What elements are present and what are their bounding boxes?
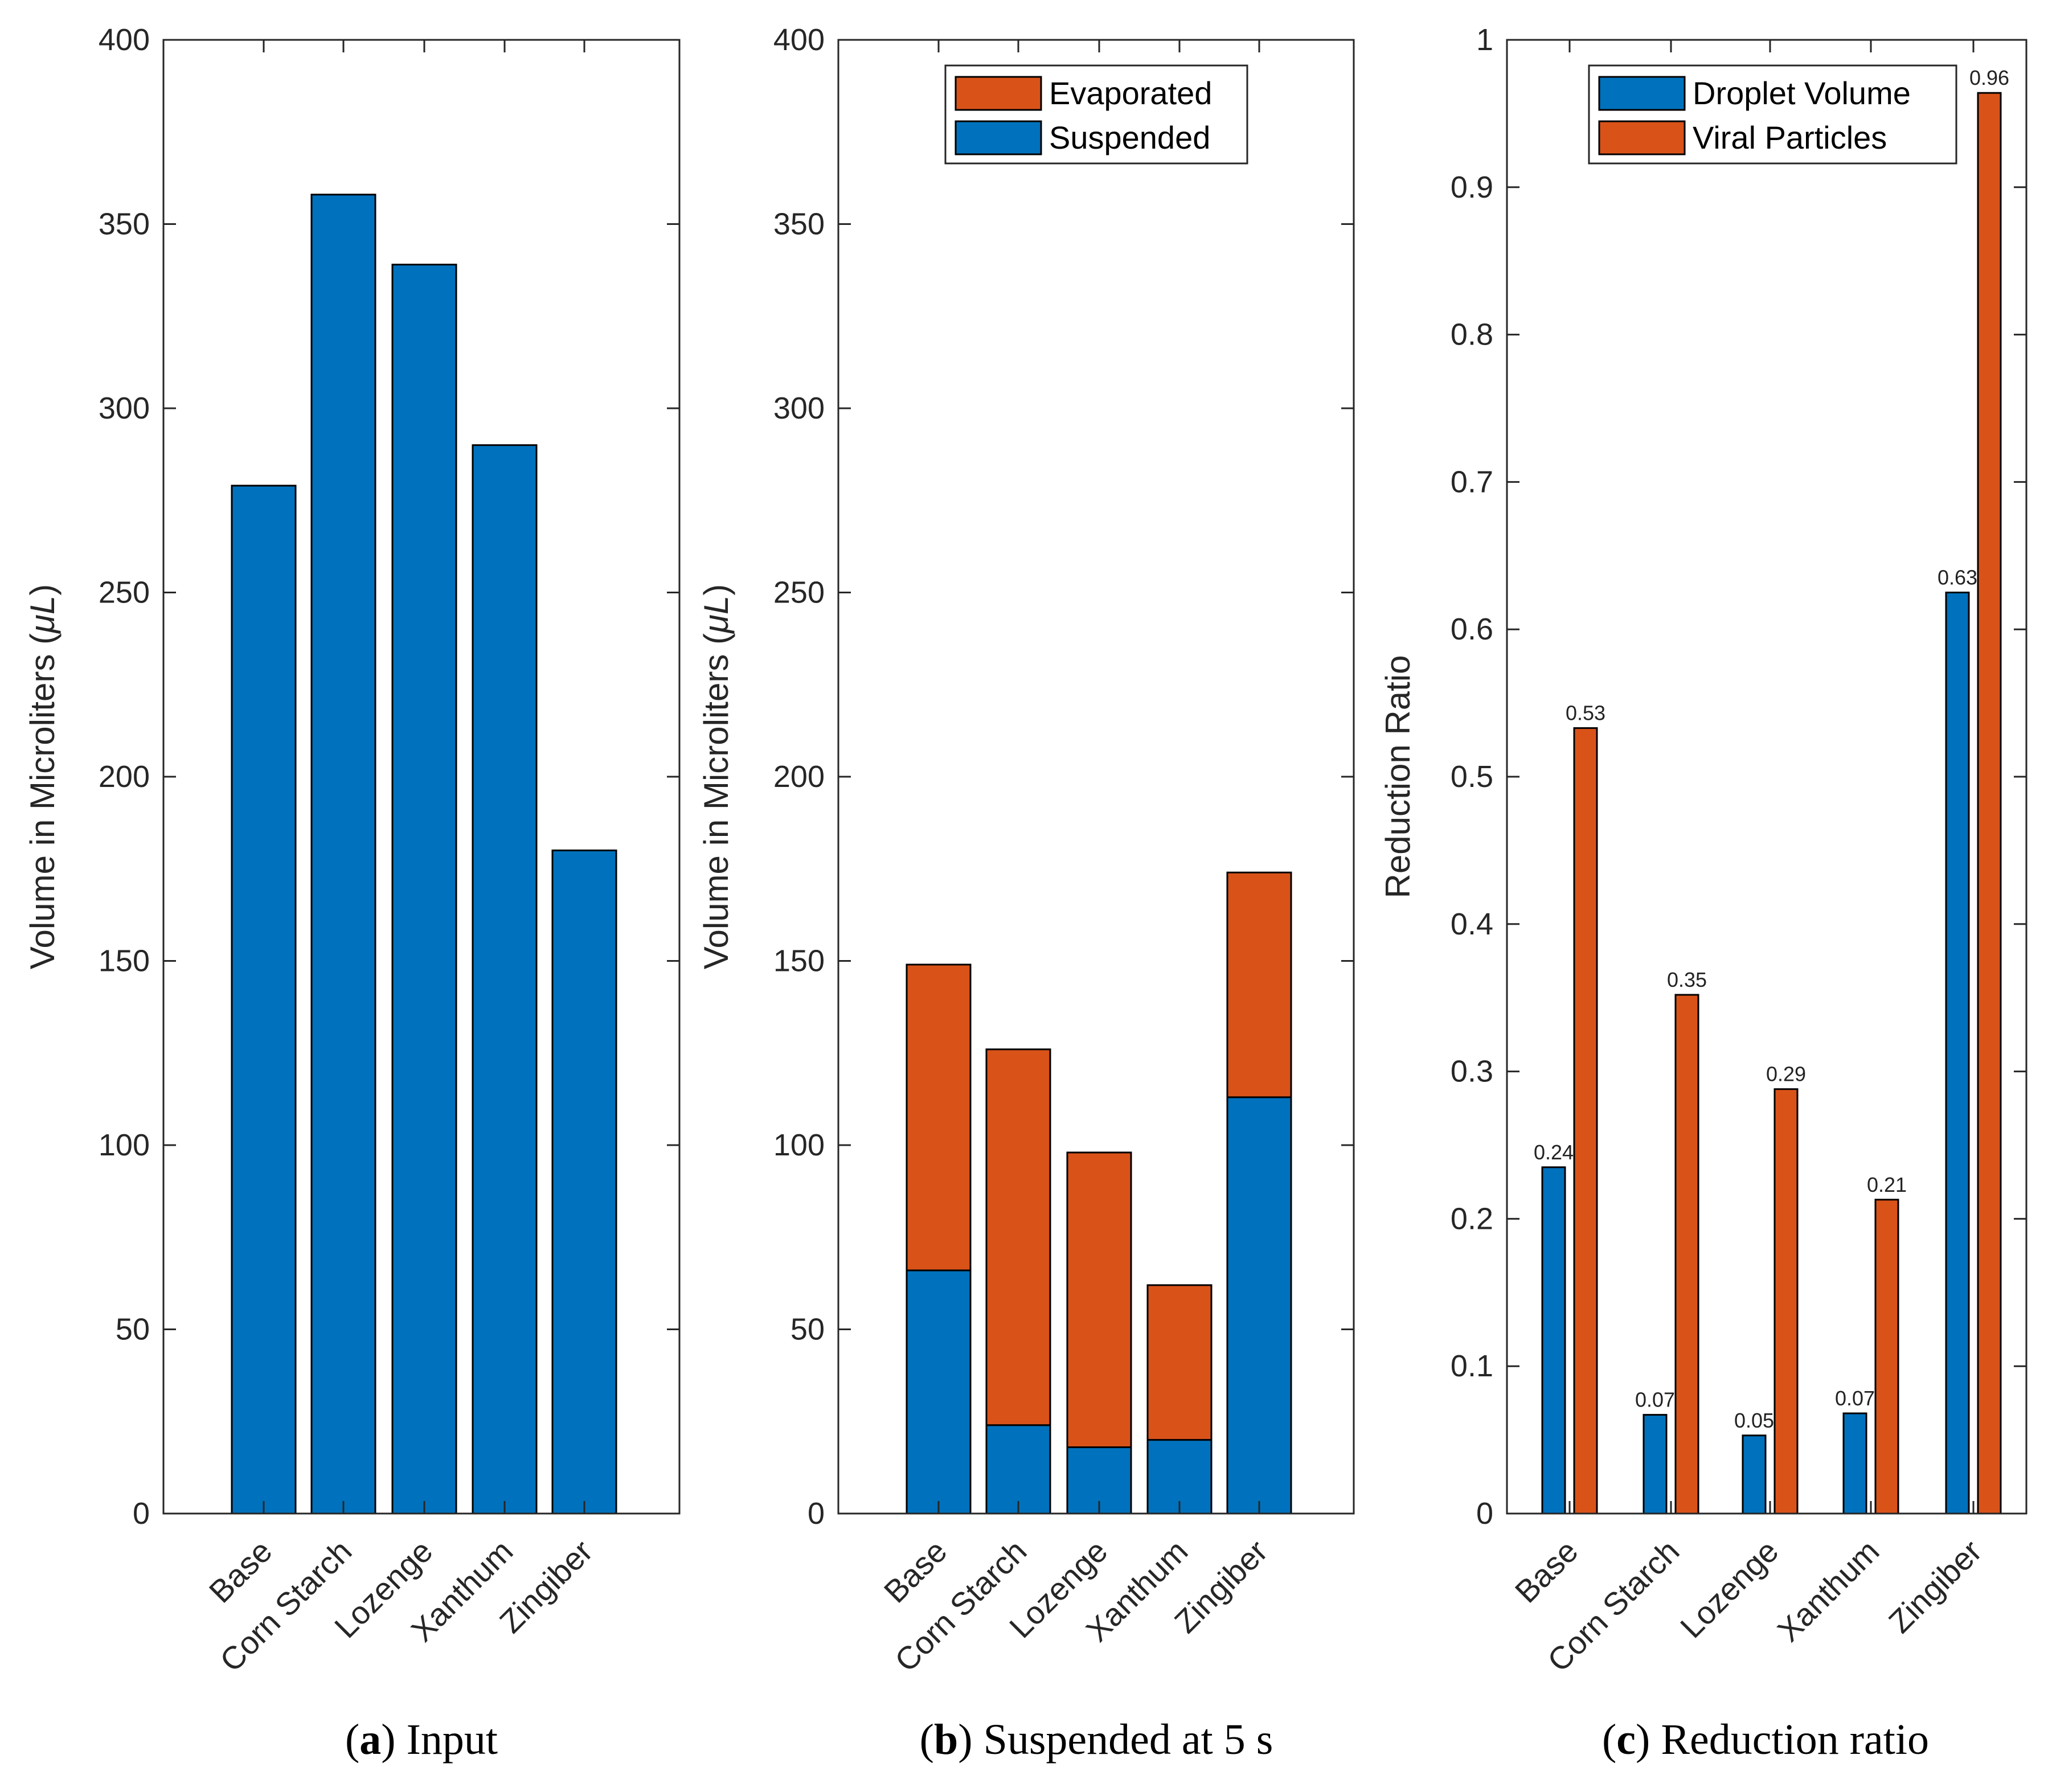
y-tick-label: 200: [773, 760, 825, 794]
x-tick-label: Zingiber: [1882, 1533, 1989, 1640]
caption-letter: b: [934, 1716, 958, 1764]
legend-swatch-droplet-volume: [1598, 76, 1686, 111]
bar-suspended-zingiber: [1226, 1096, 1292, 1515]
y-tick-label: 250: [773, 576, 825, 610]
bar-zingiber: [551, 849, 617, 1515]
caption: (c) Reduction ratio: [1602, 1716, 1929, 1764]
y-axis-label: Volume in Microliters (μL): [23, 584, 62, 969]
y-tick-label: 250: [99, 576, 150, 610]
bar-lozenge: [391, 264, 457, 1515]
bar-droplet-volume-base: [1541, 1166, 1566, 1515]
y-axis-label: Volume in Microliters (μL): [697, 584, 735, 969]
y-tick-label: 350: [99, 207, 150, 241]
y-tick-label: 50: [790, 1313, 825, 1347]
y-axis-unit: μL: [697, 596, 735, 634]
legend-label: Suspended: [1049, 120, 1210, 155]
data-label: 0.96: [1969, 66, 2009, 89]
bar-droplet-volume-lozenge: [1742, 1434, 1767, 1515]
legend-label: Droplet Volume: [1693, 75, 1911, 111]
x-tick-label: Xanthum: [1770, 1533, 1886, 1649]
y-tick-label: 50: [116, 1313, 150, 1347]
legend-label: Evaporated: [1049, 75, 1212, 111]
y-tick-label: 200: [99, 760, 150, 794]
bar-xanthum: [472, 444, 538, 1515]
legend-swatch-suspended: [955, 120, 1042, 155]
data-label: 0.53: [1566, 702, 1605, 725]
legend: Evaporated Suspended: [944, 64, 1248, 165]
caption: (a) Input: [345, 1716, 498, 1764]
y-tick-label: 0.1: [1451, 1349, 1493, 1383]
caption-letter: a: [359, 1716, 381, 1764]
legend: Droplet Volume Viral Particles: [1588, 64, 1957, 165]
y-tick-label: 1: [1476, 23, 1493, 57]
y-tick-label: 0.6: [1451, 612, 1493, 646]
bar-viral-particles-base: [1573, 727, 1598, 1515]
data-label: 0.07: [1835, 1387, 1875, 1410]
y-tick-label: 100: [99, 1128, 150, 1162]
legend-label: Viral Particles: [1693, 120, 1887, 155]
x-tick-label: Lozenge: [1673, 1533, 1785, 1645]
bar-droplet-volume-corn-starch: [1643, 1414, 1668, 1515]
bar-droplet-volume-zingiber: [1945, 592, 1970, 1515]
y-tick-label: 0.8: [1451, 318, 1493, 352]
data-label: 0.07: [1635, 1388, 1675, 1412]
y-tick-label: 400: [99, 23, 150, 57]
data-label: 0.35: [1667, 968, 1707, 991]
data-label: 0.63: [1938, 566, 1977, 589]
bar-droplet-volume-xanthum: [1842, 1412, 1867, 1515]
y-axis-label: Reduction Ratio: [1379, 655, 1417, 899]
y-tick-label: 100: [773, 1128, 825, 1162]
bar-evaporated-zingiber: [1226, 871, 1292, 1098]
bar-viral-particles-xanthum: [1874, 1199, 1899, 1515]
chart-panel-3: 0.240.530.070.350.050.290.070.210.630.96…: [1379, 23, 2027, 1764]
bar-evaporated-corn-starch: [985, 1048, 1051, 1426]
y-tick-label: 0.3: [1451, 1055, 1493, 1089]
y-tick-label: 0.2: [1451, 1201, 1493, 1236]
data-label: 0.24: [1534, 1141, 1574, 1164]
data-label: 0.21: [1867, 1173, 1907, 1196]
y-tick-label: 150: [99, 944, 150, 978]
x-tick-label: Base: [1508, 1533, 1585, 1610]
bar-base: [231, 485, 297, 1515]
bar-corn-starch: [310, 194, 376, 1515]
caption-letter: c: [1616, 1716, 1636, 1764]
y-tick-label: 350: [773, 207, 825, 241]
y-tick-label: 0: [1476, 1496, 1493, 1531]
legend-swatch-viral-particles: [1598, 120, 1686, 155]
bar-suspended-base: [906, 1269, 972, 1515]
bar-evaporated-lozenge: [1066, 1151, 1132, 1449]
y-tick-label: 0: [133, 1496, 150, 1531]
caption: (b) Suspended at 5 s: [920, 1716, 1273, 1764]
y-axis-unit: μL: [23, 596, 62, 634]
y-tick-label: 0.9: [1451, 170, 1493, 204]
bar-evaporated-xanthum: [1146, 1284, 1213, 1441]
bar-evaporated-base: [906, 963, 972, 1272]
y-tick-label: 0: [808, 1496, 825, 1531]
y-tick-label: 0.7: [1451, 465, 1493, 499]
bar-suspended-corn-starch: [985, 1424, 1051, 1515]
y-tick-label: 300: [773, 391, 825, 425]
data-label: 0.05: [1734, 1409, 1774, 1432]
legend-swatch-evaporated: [955, 76, 1042, 111]
bar-viral-particles-zingiber: [1977, 92, 2002, 1515]
y-tick-label: 150: [773, 944, 825, 978]
bar-viral-particles-corn-starch: [1674, 994, 1699, 1515]
data-label: 0.29: [1766, 1063, 1806, 1086]
y-tick-label: 0.4: [1451, 907, 1493, 941]
y-tick-label: 400: [773, 23, 825, 57]
y-tick-label: 0.5: [1451, 760, 1493, 794]
bar-viral-particles-lozenge: [1773, 1088, 1799, 1515]
y-tick-label: 300: [99, 391, 150, 425]
